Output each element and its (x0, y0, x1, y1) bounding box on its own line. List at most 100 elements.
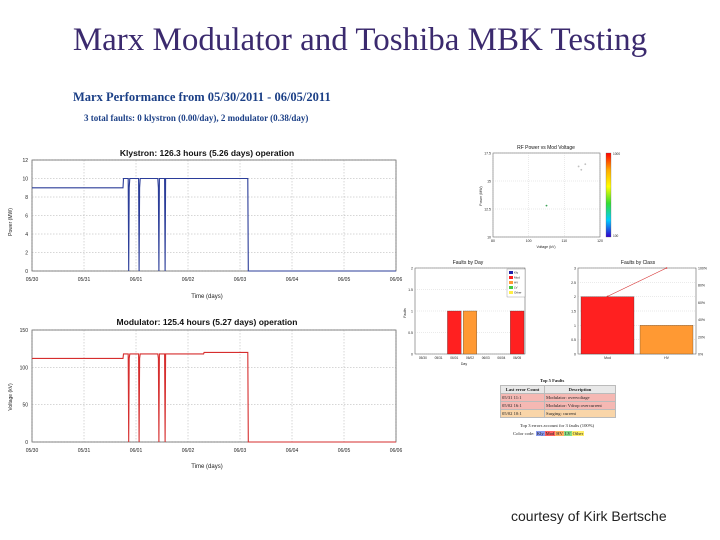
modulator-series-line (32, 351, 396, 443)
klystron-xlabel: Time (days) (191, 294, 222, 300)
faults-by-class-right-tick-label: 40% (698, 318, 705, 322)
faults-by-class-right-tick-label: 60% (698, 301, 705, 305)
color-code-label: Color code: (513, 431, 535, 436)
faults-by-class-y-tick-label: 3 (574, 267, 576, 271)
faults-by-day-y-tick-label: 1.5 (408, 288, 413, 292)
table-cell-count: 05/02 16:1 (499, 401, 546, 410)
scatter-point (577, 165, 580, 168)
faults-by-day-legend-label: Kly (514, 271, 519, 275)
table-header-row: Last error Count Description (499, 385, 616, 394)
table-title: Top 5 Faults (540, 378, 565, 383)
modulator-x-tick-label: 06/03 (234, 448, 247, 454)
faults-by-day-x-tick-label: 06/05 (513, 356, 521, 360)
table-row: 05/31 11:1 Modulator: overvoltage (499, 393, 616, 402)
faults-by-day-legend-swatch (509, 276, 513, 279)
klystron-y-tick-label: 8 (25, 195, 28, 201)
faults-by-class-y-tick-label: 2 (574, 295, 576, 299)
klystron-x-tick-label: 06/03 (234, 277, 247, 283)
klystron-x-tick-label: 06/02 (182, 277, 195, 283)
klystron-x-tick-label: 06/01 (130, 277, 143, 283)
modulator-x-tick-label: 06/04 (286, 448, 299, 454)
scatter-ylabel: Power (MW) (479, 186, 483, 205)
modulator-x-tick-label: 05/30 (26, 448, 39, 454)
faults-by-class-y-tick-label: 1 (574, 324, 576, 328)
faults-by-class-pareto-line (607, 267, 667, 297)
faults-by-day-y-tick-label: 2 (411, 267, 413, 271)
faults-by-day-x-tick-label: 06/03 (482, 356, 490, 360)
modulator-x-tick-label: 06/01 (130, 448, 143, 454)
klystron-y-tick-label: 2 (25, 251, 28, 257)
faults-by-day-ylabel: Faults (403, 308, 407, 318)
faults-by-class-right-tick-label: 0% (698, 353, 703, 357)
color-key-hv: HV (555, 431, 564, 436)
scatter-point (580, 168, 583, 171)
table-cell-count: 05/02 10:1 (499, 409, 546, 418)
faults-by-day-legend-label: Mod (514, 276, 520, 280)
slide-title: Marx Modulator and Toshiba MBK Testing (72, 22, 648, 58)
faults-by-class-y-tick-label: 0 (574, 353, 576, 357)
faults-by-class-chart: Faults by Class 0 0.5 1 1.5 2 2.5 3 100% 80% 60% 4… (571, 260, 707, 360)
top-faults-table: Last error Count Description 05/31 11:1 … (499, 377, 616, 418)
table-header-count: Last error Count (499, 385, 546, 394)
klystron-series-line (32, 177, 396, 272)
faults-by-day-x-tick-label: 06/01 (450, 356, 458, 360)
scatter-chart-title: RF Power vs Mod Voltage (517, 145, 575, 151)
rf-scatter-chart: RF Power vs Mod Voltage Power (MW) Volta… (479, 145, 620, 249)
faults-by-class-bar (580, 296, 635, 355)
faults-by-day-x-tick-label: 06/02 (466, 356, 474, 360)
modulator-x-tick-label: 06/02 (182, 448, 195, 454)
scatter-y-tick-label: 12.5 (484, 208, 491, 212)
faults-by-day-legend-swatch (509, 291, 513, 294)
klystron-y-tick-label: 0 (25, 269, 28, 275)
faults-by-class-y-tick-label: 2.5 (571, 281, 576, 285)
klystron-y-tick-label: 6 (25, 214, 28, 220)
modulator-y-tick-label: 50 (22, 403, 28, 409)
scatter-y-tick-label: 17.5 (484, 152, 491, 156)
table-row: 05/02 10:1 Surging: current (499, 409, 616, 418)
faults-by-day-x-tick-label: 05/31 (435, 356, 443, 360)
table-header-description: Description (544, 385, 616, 394)
klystron-y-tick-label: 12 (22, 158, 28, 164)
table-cell-description: Modulator: overvoltage (544, 393, 616, 402)
scatter-x-tick-label: 110 (562, 239, 568, 243)
faults-by-day-y-tick-label: 0 (411, 353, 413, 357)
color-key-lv: LV (563, 431, 572, 436)
scatter-colorbar-tick-label: 1000 (613, 152, 620, 156)
faults-by-day-xlabel: Day (461, 362, 467, 366)
performance-title: Marx Performance from 05/30/2011 - 06/05… (73, 90, 331, 104)
klystron-x-tick-label: 05/31 (78, 277, 91, 283)
color-key-other: Other (571, 431, 585, 436)
credit-text: courtesy of Kirk Bertsche (511, 508, 667, 524)
faults-by-class-title: Faults by Class (621, 260, 656, 266)
table-cell-count: 05/31 11:1 (499, 393, 546, 402)
scatter-colorbar-tick-label: 100 (613, 234, 619, 238)
faults-by-class-x-tick-label: HV (664, 356, 670, 360)
faults-by-day-x-tick-label: 06/04 (497, 356, 505, 360)
scatter-colorbar (605, 152, 612, 238)
faults-by-day-x-tick-label: 05/30 (419, 356, 427, 360)
faults-by-class-y-tick-label: 1.5 (571, 310, 576, 314)
klystron-y-tick-label: 10 (22, 177, 28, 183)
faults-by-class-right-tick-label: 100% (698, 267, 707, 271)
color-code-key: Color code: Kly Mod HV LV Other (513, 431, 585, 436)
faults-by-class-right-tick-label: 80% (698, 284, 705, 288)
faults-by-day-legend-label: Other (514, 291, 522, 295)
modulator-y-tick-label: 150 (20, 328, 29, 334)
faults-by-day-bar (510, 310, 525, 355)
modulator-chart-title: Modulator: 125.4 hours (5.27 days) opera… (117, 317, 298, 327)
faults-by-day-title: Faults by Day (453, 260, 484, 266)
scatter-x-tick-label: 80 (491, 239, 495, 243)
faults-by-class-y-tick-label: 0.5 (571, 338, 576, 342)
modulator-ylabel: Voltage (kV) (8, 383, 14, 411)
faults-by-day-legend-label: HV (514, 281, 518, 285)
klystron-ylabel: Power (MW) (8, 208, 14, 236)
performance-subtitle: 3 total faults: 0 klystron (0.00/day), 2… (84, 113, 309, 123)
scatter-x-tick-label: 100 (526, 239, 532, 243)
modulator-y-tick-label: 0 (25, 440, 28, 446)
klystron-y-tick-label: 4 (25, 232, 28, 238)
faults-by-day-y-tick-label: 1 (411, 310, 413, 314)
faults-by-class-bar (639, 325, 694, 355)
faults-by-class-pareto-point (606, 295, 609, 298)
faults-by-day-legend-swatch (509, 271, 513, 274)
scatter-x-tick-label: 120 (597, 239, 603, 243)
